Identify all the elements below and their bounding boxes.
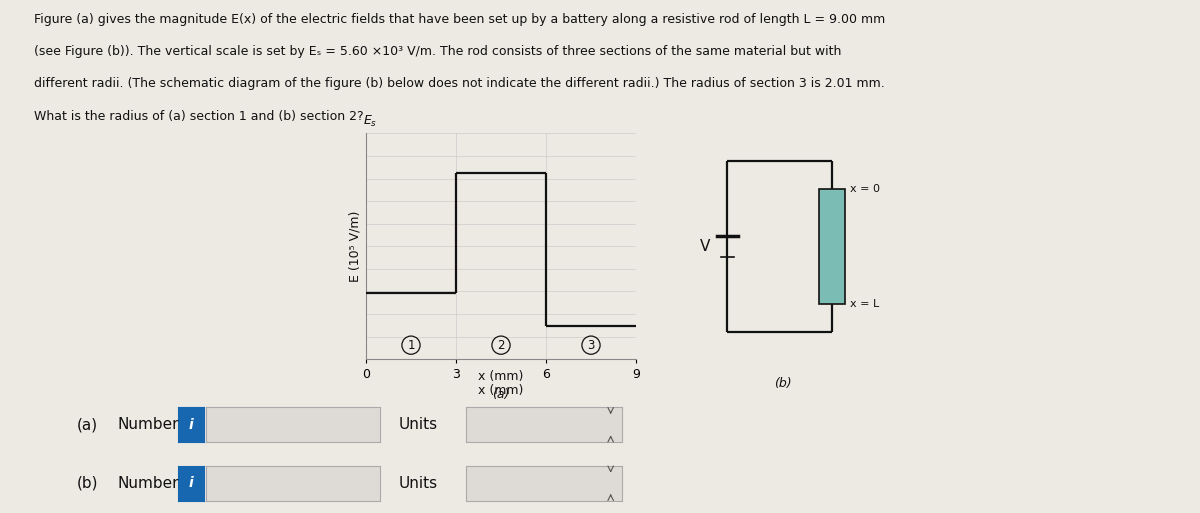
Text: (b): (b) bbox=[77, 476, 98, 491]
Text: (a): (a) bbox=[77, 417, 98, 432]
Text: (see Figure (b)). The vertical scale is set by Eₛ = 5.60 ×10³ V/m. The rod consi: (see Figure (b)). The vertical scale is … bbox=[34, 45, 841, 58]
Text: 3: 3 bbox=[587, 339, 595, 351]
Text: i: i bbox=[188, 418, 193, 432]
Text: What is the radius of (a) section 1 and (b) section 2?: What is the radius of (a) section 1 and … bbox=[34, 110, 364, 123]
Text: (a): (a) bbox=[492, 388, 510, 401]
Text: V: V bbox=[700, 239, 710, 254]
Text: Units: Units bbox=[398, 476, 438, 491]
Text: i: i bbox=[188, 476, 193, 490]
Text: different radii. (The schematic diagram of the figure (b) below does not indicat: different radii. (The schematic diagram … bbox=[34, 77, 884, 90]
Bar bbox=[818, 189, 845, 304]
Text: Number: Number bbox=[118, 417, 179, 432]
Text: Units: Units bbox=[398, 417, 438, 432]
Text: x = 0: x = 0 bbox=[850, 184, 880, 194]
Text: x (mm): x (mm) bbox=[479, 370, 523, 383]
Y-axis label: E (10⁵ V/m): E (10⁵ V/m) bbox=[349, 210, 362, 282]
Text: (b): (b) bbox=[774, 378, 792, 390]
Text: Number: Number bbox=[118, 476, 179, 491]
Text: 1: 1 bbox=[407, 339, 415, 351]
Text: Figure (a) gives the magnitude E(x) of the electric fields that have been set up: Figure (a) gives the magnitude E(x) of t… bbox=[34, 13, 884, 26]
Text: $E_s$: $E_s$ bbox=[364, 114, 378, 129]
X-axis label: x (mm): x (mm) bbox=[479, 384, 523, 397]
Text: 2: 2 bbox=[497, 339, 505, 351]
Text: x = L: x = L bbox=[850, 299, 880, 309]
